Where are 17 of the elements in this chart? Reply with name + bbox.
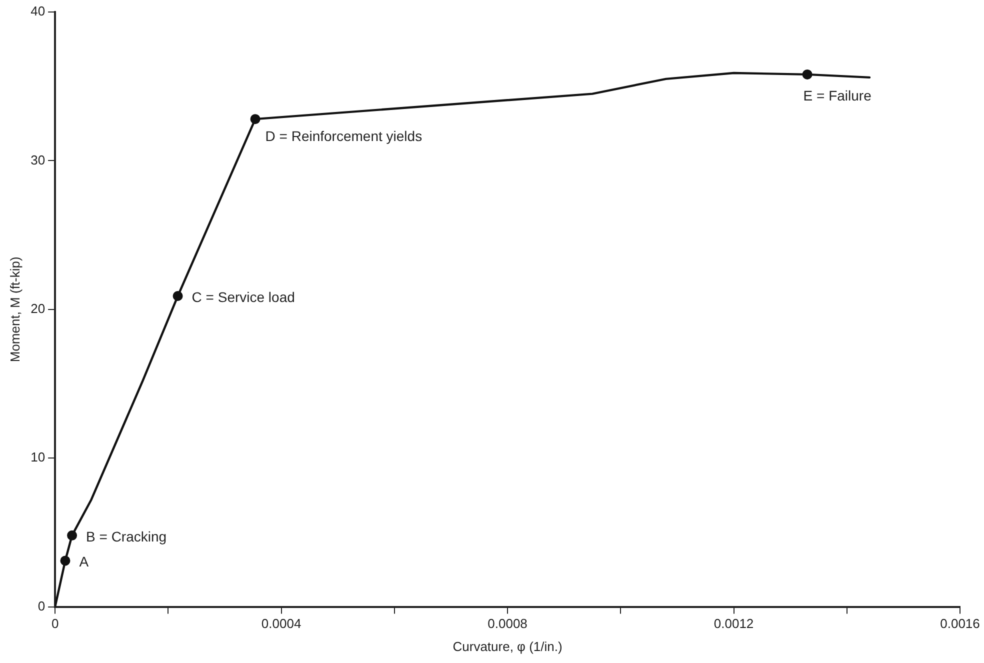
annotation: C = Service load bbox=[192, 288, 295, 305]
y-tick-label: 30 bbox=[30, 152, 46, 168]
annotation: A bbox=[79, 554, 90, 570]
x-tick-label: 0.0012 bbox=[714, 616, 754, 632]
x-axis-title: Curvature, φ (1/in.) bbox=[452, 638, 562, 654]
y-tick-label: 10 bbox=[30, 450, 46, 465]
annotation: D = Reinforcement yields bbox=[265, 128, 422, 144]
x-tick-label: 0.0016 bbox=[940, 616, 980, 632]
annotation: B = Cracking bbox=[86, 528, 167, 544]
x-tick-label: 0 bbox=[51, 616, 59, 632]
x-tick-label: 0.0004 bbox=[261, 616, 302, 632]
y-tick-label: 40 bbox=[30, 4, 46, 19]
y-axis-title: Moment, M (ft-kip) bbox=[7, 256, 22, 362]
annotation: E = Failure bbox=[803, 87, 872, 104]
y-tick-label: 20 bbox=[30, 300, 46, 316]
x-tick-label: 0.0008 bbox=[488, 616, 528, 632]
y-tick-label: 0 bbox=[38, 598, 46, 614]
